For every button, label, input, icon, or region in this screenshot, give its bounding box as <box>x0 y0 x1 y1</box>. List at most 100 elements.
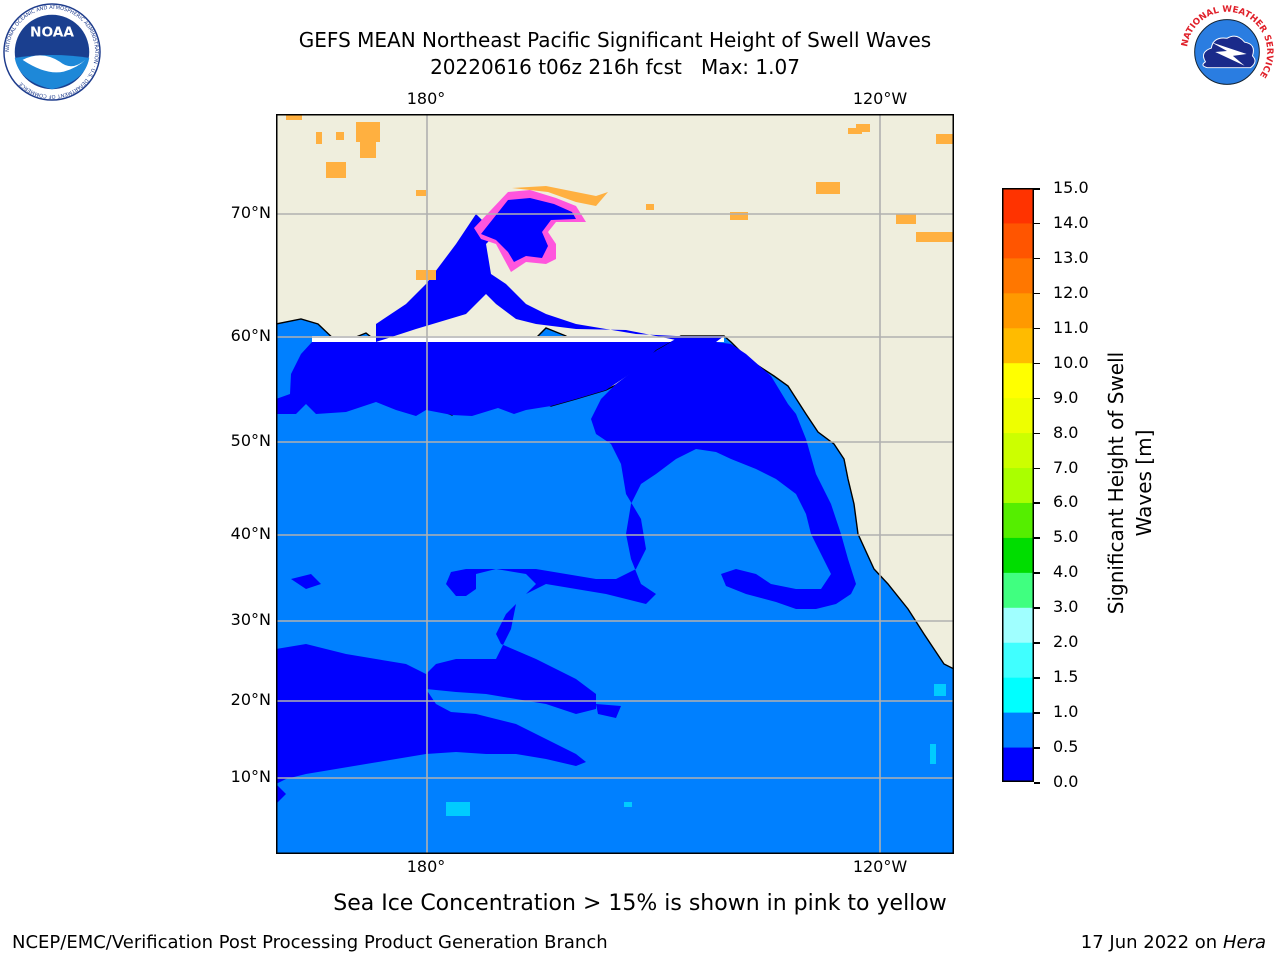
colorbar-tick-label: 0.5 <box>1053 737 1079 757</box>
colorbar-segment <box>1002 397 1034 434</box>
colorbar-label-line1: Significant Height of Swell <box>1104 351 1128 615</box>
eastern-pacific-low <box>426 342 856 714</box>
cyan-patch-west <box>446 802 470 816</box>
lon-label-bottom-180: 180° <box>406 857 446 876</box>
colorbar-tick-mark <box>1034 572 1040 574</box>
colorbar-label-line2: Waves [m] <box>1132 429 1156 537</box>
colorbar-tick-mark <box>1034 467 1040 470</box>
colorbar-segment <box>1002 537 1034 573</box>
colorbar-segment <box>1002 677 1034 713</box>
bering-bay-low <box>276 336 724 416</box>
colorbar-tick-mark <box>1034 327 1040 330</box>
colorbar-segment <box>1002 327 1034 364</box>
colorbar-tick-mark <box>1034 642 1040 644</box>
colorbar-tick-label: 4.0 <box>1053 562 1079 582</box>
colorbar-tick-mark <box>1034 502 1040 504</box>
colorbar-tick-mark <box>1034 712 1040 714</box>
colorbar-tick-mark <box>1034 222 1040 225</box>
lat-label-30n: 30°N <box>230 610 271 629</box>
colorbar-segment <box>1002 502 1034 538</box>
ice-patch-bering <box>416 270 436 280</box>
lat-label-10n: 10°N <box>230 767 271 786</box>
map-frame <box>276 114 954 854</box>
colorbar-segment <box>1002 607 1034 643</box>
colorbar-tick-label: 11.0 <box>1053 317 1089 337</box>
lat-label-20n: 20°N <box>230 690 271 709</box>
chart-title: GEFS MEAN Northeast Pacific Significant … <box>298 28 932 52</box>
colorbar-tick-mark <box>1034 677 1040 679</box>
colorbar-tick-label: 5.0 <box>1053 527 1079 547</box>
colorbar-label: Significant Height of Swell Waves [m] <box>1102 283 1158 683</box>
colorbar-tick-mark <box>1034 257 1040 260</box>
south-edge-low <box>276 784 286 804</box>
footer-date-text: 17 Jun 2022 on <box>1080 932 1218 953</box>
colorbar-tick-label: 1.5 <box>1053 667 1079 687</box>
colorbar-tick-mark <box>1034 397 1040 400</box>
colorbar-tick-mark <box>1034 747 1040 749</box>
colorbar-tick-mark <box>1034 188 1040 190</box>
colorbar-tick-label: 9.0 <box>1053 387 1079 407</box>
lon-label-top-120w: 120°W <box>852 89 908 108</box>
colorbar-segment <box>1002 257 1034 294</box>
lon-label-bottom-120w: 120°W <box>852 857 908 876</box>
chart-subtitle: 20220616 t06z 216h fcst Max: 1.07 <box>0 54 1230 80</box>
footer-date: 17 Jun 2022 on Hera <box>1081 932 1266 953</box>
subtropical-low-band <box>276 644 586 784</box>
colorbar-tick-label: 2.0 <box>1053 632 1079 652</box>
bering-sea-low <box>376 214 724 342</box>
lat-label-60n: 60°N <box>230 326 271 345</box>
colorbar-tick-mark <box>1034 607 1040 609</box>
max-info: Max: 1.07 <box>700 55 800 79</box>
lat-label-50n: 50°N <box>230 431 271 450</box>
hawaii-low-patch <box>596 704 621 718</box>
colorbar-frame <box>1002 188 1034 782</box>
colorbar-tick-label: 7.0 <box>1053 457 1079 477</box>
lon-label-top-180: 180° <box>406 89 446 108</box>
cyan-swell-patches <box>446 684 946 816</box>
run-info: 20220616 t06z 216h fcst <box>430 55 682 79</box>
footer-host: Hera <box>1222 932 1266 953</box>
lat-label-70n: 70°N <box>230 203 271 222</box>
colorbar-tick-label: 8.0 <box>1053 422 1079 442</box>
colorbar-segments <box>1002 188 1034 782</box>
colorbar-segment <box>1002 712 1034 748</box>
colorbar-segment <box>1002 362 1034 399</box>
colorbar-segment <box>1002 188 1034 224</box>
colorbar-tick-label: 1.0 <box>1053 702 1079 722</box>
colorbar-tick-label: 14.0 <box>1053 212 1089 232</box>
cyan-patch-east-2 <box>930 744 936 764</box>
colorbar-segment <box>1002 572 1034 608</box>
nws-logo: NATIONAL WEATHER SERVICE <box>1178 3 1276 101</box>
colorbar-segment <box>1002 432 1034 469</box>
colorbar-tick-label: 0.0 <box>1053 772 1079 791</box>
cyan-patch-east-1 <box>934 684 946 696</box>
lat-label-40n: 40°N <box>230 524 271 543</box>
graticule <box>276 114 954 854</box>
colorbar-tick-mark <box>1034 362 1040 365</box>
colorbar-segment <box>1002 747 1034 782</box>
colorbar-tick-label: 13.0 <box>1053 247 1089 267</box>
noaa-logo: NOAA NATIONAL OCEANIC AND ATMOSPHERIC AD… <box>3 3 101 101</box>
colorbar-tick-mark <box>1034 782 1040 784</box>
colorbar-tick-label: 12.0 <box>1053 282 1089 302</box>
colorbar-tick-mark <box>1034 537 1040 539</box>
small-low-patch <box>291 574 321 589</box>
colorbar-tick-mark <box>1034 432 1040 435</box>
sea-ice-note: Sea Ice Concentration > 15% is shown in … <box>333 891 947 916</box>
colorbar-segment <box>1002 222 1034 259</box>
cyan-patch-mid <box>624 802 632 807</box>
colorbar-tick-mark <box>1034 292 1040 295</box>
colorbar-segment <box>1002 642 1034 678</box>
colorbar-segment <box>1002 292 1034 329</box>
colorbar-tick-label: 6.0 <box>1053 492 1079 512</box>
colorbar-segment <box>1002 467 1034 503</box>
footer-branch: NCEP/EMC/Verification Post Processing Pr… <box>12 932 608 953</box>
noaa-text: NOAA <box>30 24 74 40</box>
ice-orange-strip <box>512 186 608 206</box>
low-swell-regions <box>276 214 856 804</box>
swell-height-map <box>276 114 954 854</box>
arctic-ice-patches <box>286 114 954 242</box>
colorbar-tick-label: 3.0 <box>1053 597 1079 617</box>
colorbar-tick-label: 10.0 <box>1053 352 1089 372</box>
nodata-band <box>312 336 724 342</box>
